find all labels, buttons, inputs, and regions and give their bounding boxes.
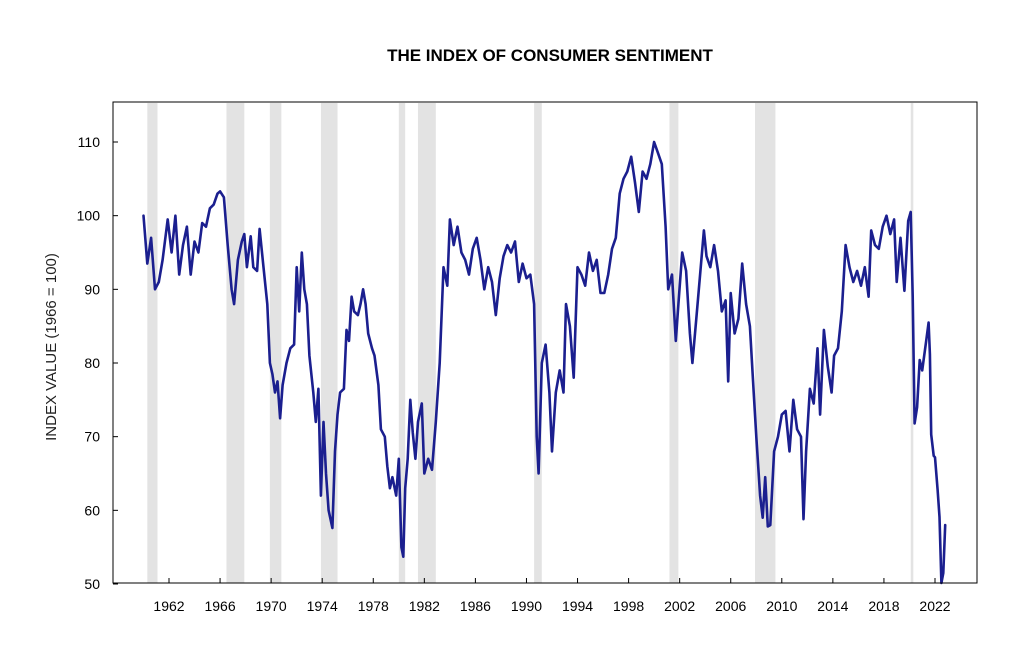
- series-layer: [142, 140, 947, 585]
- x-tick-label: 2010: [766, 598, 797, 614]
- y-axis-label: INDEX VALUE (1966 = 100): [43, 253, 60, 441]
- x-tick-label: 1970: [256, 598, 287, 614]
- x-tick-label: 1994: [562, 598, 593, 614]
- recession-band: [910, 103, 914, 583]
- y-axis-ticks: 50 60 70 80 90 100 110: [77, 134, 118, 592]
- recession-band: [417, 103, 436, 583]
- recession-band: [398, 103, 406, 583]
- recession-band: [269, 103, 282, 583]
- y-tick-label: 80: [84, 355, 100, 371]
- y-tick-label: 60: [84, 502, 100, 518]
- y-tick-label: 90: [84, 281, 100, 297]
- x-tick-label: 1966: [204, 598, 235, 614]
- sentiment-line: [142, 140, 947, 585]
- x-tick-label: 2014: [817, 598, 848, 614]
- x-tick-label: 2022: [919, 598, 950, 614]
- x-tick-label: 2006: [715, 598, 746, 614]
- recession-band: [226, 103, 245, 583]
- recession-band: [534, 103, 542, 583]
- y-tick-label: 110: [78, 134, 101, 150]
- recession-bands: [147, 103, 914, 583]
- chart-title: THE INDEX OF CONSUMER SENTIMENT: [387, 46, 713, 65]
- x-axis-ticks: 1962 1966 1970 1974 1978 1982 1986 1990 1994 1998…: [153, 578, 951, 614]
- x-tick-label: 1990: [511, 598, 542, 614]
- y-tick-label: 100: [77, 208, 101, 224]
- x-tick-label: 1998: [613, 598, 644, 614]
- recession-band: [754, 103, 776, 583]
- x-tick-label: 1962: [153, 598, 184, 614]
- x-tick-label: 1978: [358, 598, 389, 614]
- y-tick-label: 70: [84, 429, 100, 445]
- y-tick-label: 50: [84, 576, 100, 592]
- recession-band: [147, 103, 158, 583]
- x-tick-label: 2002: [664, 598, 695, 614]
- x-tick-label: 1982: [409, 598, 440, 614]
- x-tick-label: 1974: [307, 598, 338, 614]
- plot-frame: [112, 101, 978, 584]
- recession-band: [669, 103, 679, 583]
- x-tick-label: 2018: [868, 598, 899, 614]
- x-tick-label: 1986: [460, 598, 491, 614]
